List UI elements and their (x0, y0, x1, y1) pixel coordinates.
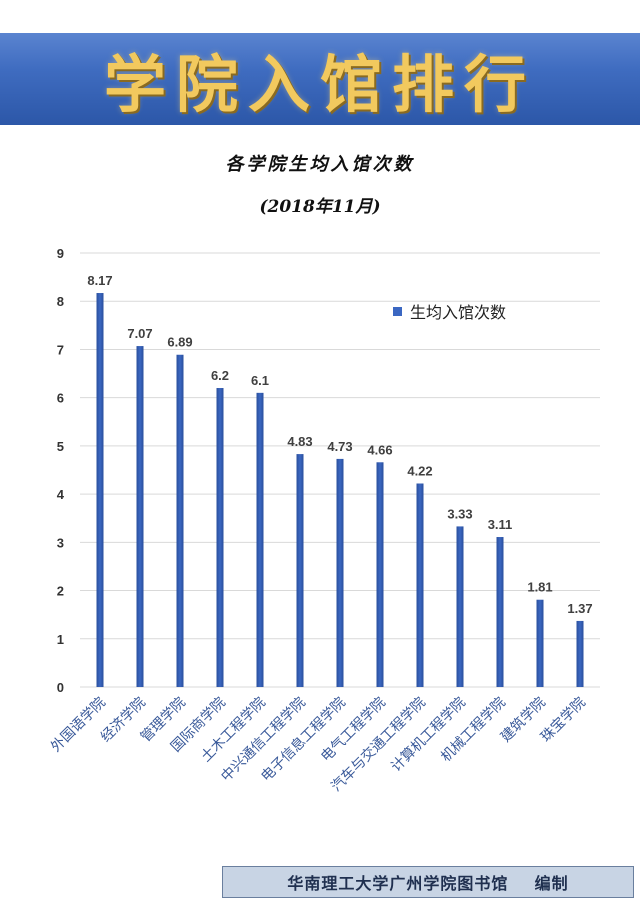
data-label: 4.22 (407, 464, 432, 479)
data-label: 1.37 (567, 601, 592, 616)
bar (176, 354, 184, 687)
data-label: 6.1 (251, 373, 269, 388)
legend-label: 生均入馆次数 (410, 303, 506, 322)
bar (536, 599, 544, 687)
bar (576, 620, 584, 687)
data-label: 8.17 (87, 273, 112, 288)
bar (496, 537, 504, 687)
bar (256, 392, 264, 687)
chart-title: 各学院生均入馆次数 (225, 154, 415, 175)
data-label: 7.07 (127, 326, 152, 341)
legend-swatch (393, 307, 402, 316)
y-tick-label: 2 (57, 584, 64, 599)
data-label: 3.11 (488, 517, 513, 532)
data-label: 1.81 (527, 580, 552, 595)
data-label: 6.2 (211, 368, 229, 383)
y-tick-label: 8 (57, 294, 64, 309)
x-tick-label: 珠宝学院 (538, 695, 589, 746)
bar (296, 454, 304, 687)
bar (456, 526, 464, 687)
y-tick-label: 1 (57, 632, 64, 647)
y-tick-label: 4 (57, 487, 65, 502)
data-label: 4.73 (327, 439, 352, 454)
bar (416, 483, 424, 687)
y-tick-label: 9 (57, 246, 64, 261)
banner-title: 学院入馆排行 (103, 48, 536, 121)
x-tick-label: 外国语学院 (48, 695, 109, 756)
y-tick-label: 0 (57, 680, 64, 695)
bar (336, 458, 344, 687)
y-tick-label: 7 (57, 342, 64, 357)
data-label: 4.66 (367, 442, 392, 457)
data-label: 3.33 (447, 506, 472, 521)
chart-subtitle: (2018年11月) (259, 197, 381, 217)
bar (376, 462, 384, 687)
bar (96, 293, 104, 687)
y-tick-label: 3 (57, 535, 64, 550)
bar-chart: 01234567898.17外国语学院7.07经济学院6.89管理学院6.2国际… (48, 246, 600, 795)
data-label: 6.89 (167, 335, 192, 350)
y-tick-label: 6 (57, 391, 64, 406)
bar (216, 388, 224, 687)
footer-credit: 华南理工大学广州学院图书馆 编制 (222, 866, 634, 898)
title-banner: 学院入馆排行 (0, 33, 640, 125)
bar (136, 346, 144, 687)
data-label: 4.83 (287, 434, 312, 449)
y-tick-label: 5 (57, 439, 64, 454)
